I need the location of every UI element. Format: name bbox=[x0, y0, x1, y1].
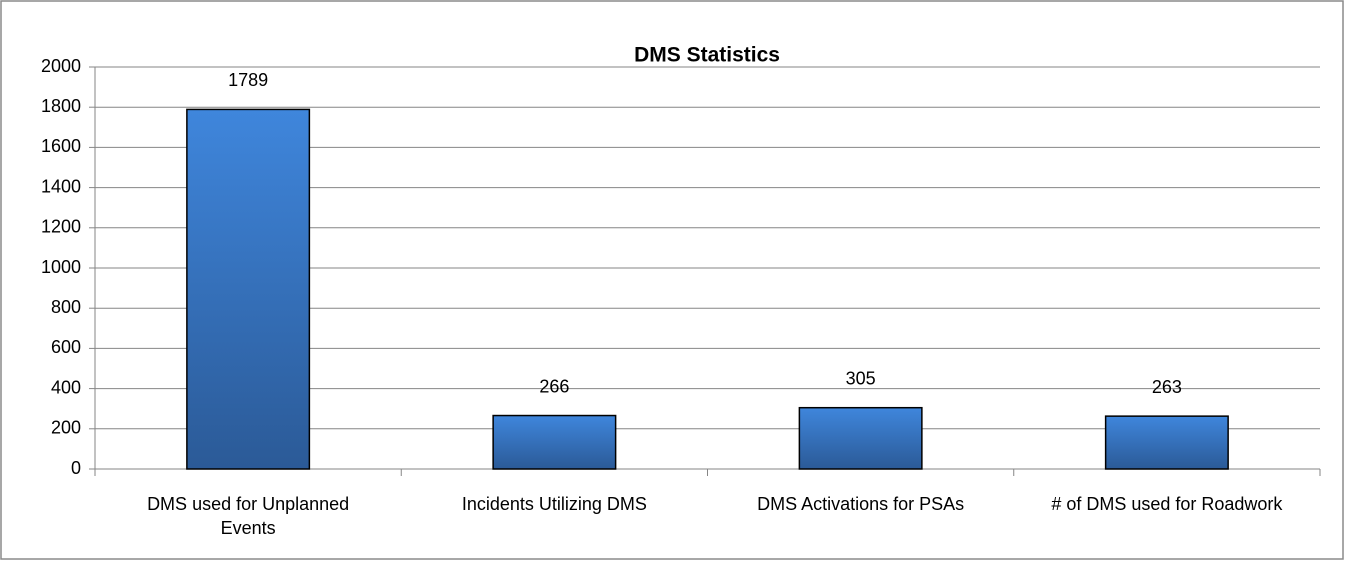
y-tick-label: 400 bbox=[51, 377, 81, 397]
y-tick-label: 1000 bbox=[41, 257, 81, 277]
y-tick-label: 800 bbox=[51, 297, 81, 317]
y-tick-label: 1200 bbox=[41, 217, 81, 237]
y-tick-label: 200 bbox=[51, 418, 81, 438]
y-tick-label: 1800 bbox=[41, 96, 81, 116]
data-label: 266 bbox=[539, 376, 569, 396]
data-label: 305 bbox=[846, 368, 876, 388]
data-label: 1789 bbox=[228, 70, 268, 90]
y-tick-label: 1400 bbox=[41, 176, 81, 196]
y-tick-label: 0 bbox=[71, 458, 81, 478]
y-tick-label: 600 bbox=[51, 337, 81, 357]
y-tick-label: 1600 bbox=[41, 136, 81, 156]
bar bbox=[492, 414, 617, 470]
chart-title: DMS Statistics bbox=[634, 44, 780, 67]
x-tick-label: DMS used for Unplanned Events bbox=[147, 494, 350, 538]
x-tick-label: Incidents Utilizing DMS bbox=[461, 494, 647, 514]
bar bbox=[186, 108, 311, 470]
bar bbox=[1104, 415, 1229, 470]
bar bbox=[798, 406, 923, 470]
x-tick-label: # of DMS used for Roadwork bbox=[1051, 494, 1283, 514]
y-tick-label: 2000 bbox=[41, 56, 81, 76]
x-tick-label: DMS Activations for PSAs bbox=[757, 494, 965, 514]
data-label: 263 bbox=[1152, 377, 1182, 397]
